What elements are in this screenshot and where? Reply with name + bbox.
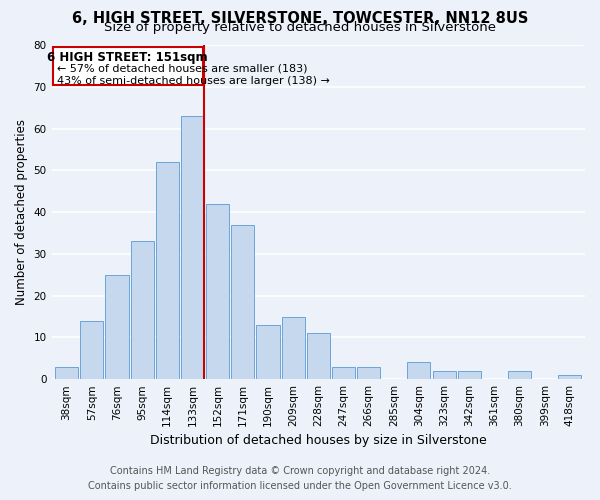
Bar bbox=[458, 371, 481, 379]
Bar bbox=[307, 333, 330, 379]
Text: Size of property relative to detached houses in Silverstone: Size of property relative to detached ho… bbox=[104, 22, 496, 35]
Bar bbox=[231, 224, 254, 379]
Bar bbox=[433, 371, 455, 379]
Bar bbox=[407, 362, 430, 379]
Y-axis label: Number of detached properties: Number of detached properties bbox=[15, 119, 28, 305]
FancyBboxPatch shape bbox=[53, 47, 203, 84]
Bar bbox=[559, 375, 581, 379]
Bar bbox=[156, 162, 179, 379]
Text: ← 57% of detached houses are smaller (183): ← 57% of detached houses are smaller (18… bbox=[56, 64, 307, 74]
Bar bbox=[55, 366, 78, 379]
Bar bbox=[332, 366, 355, 379]
Bar bbox=[357, 366, 380, 379]
Text: 6, HIGH STREET, SILVERSTONE, TOWCESTER, NN12 8US: 6, HIGH STREET, SILVERSTONE, TOWCESTER, … bbox=[72, 11, 528, 26]
Bar bbox=[131, 242, 154, 379]
Bar bbox=[106, 274, 128, 379]
Bar bbox=[206, 204, 229, 379]
Bar bbox=[80, 320, 103, 379]
Text: Contains HM Land Registry data © Crown copyright and database right 2024.
Contai: Contains HM Land Registry data © Crown c… bbox=[88, 466, 512, 491]
Text: 6 HIGH STREET: 151sqm: 6 HIGH STREET: 151sqm bbox=[47, 52, 208, 64]
Bar bbox=[508, 371, 531, 379]
Bar bbox=[256, 325, 280, 379]
Text: 43% of semi-detached houses are larger (138) →: 43% of semi-detached houses are larger (… bbox=[56, 76, 329, 86]
X-axis label: Distribution of detached houses by size in Silverstone: Distribution of detached houses by size … bbox=[150, 434, 487, 448]
Bar bbox=[281, 316, 305, 379]
Bar bbox=[181, 116, 204, 379]
